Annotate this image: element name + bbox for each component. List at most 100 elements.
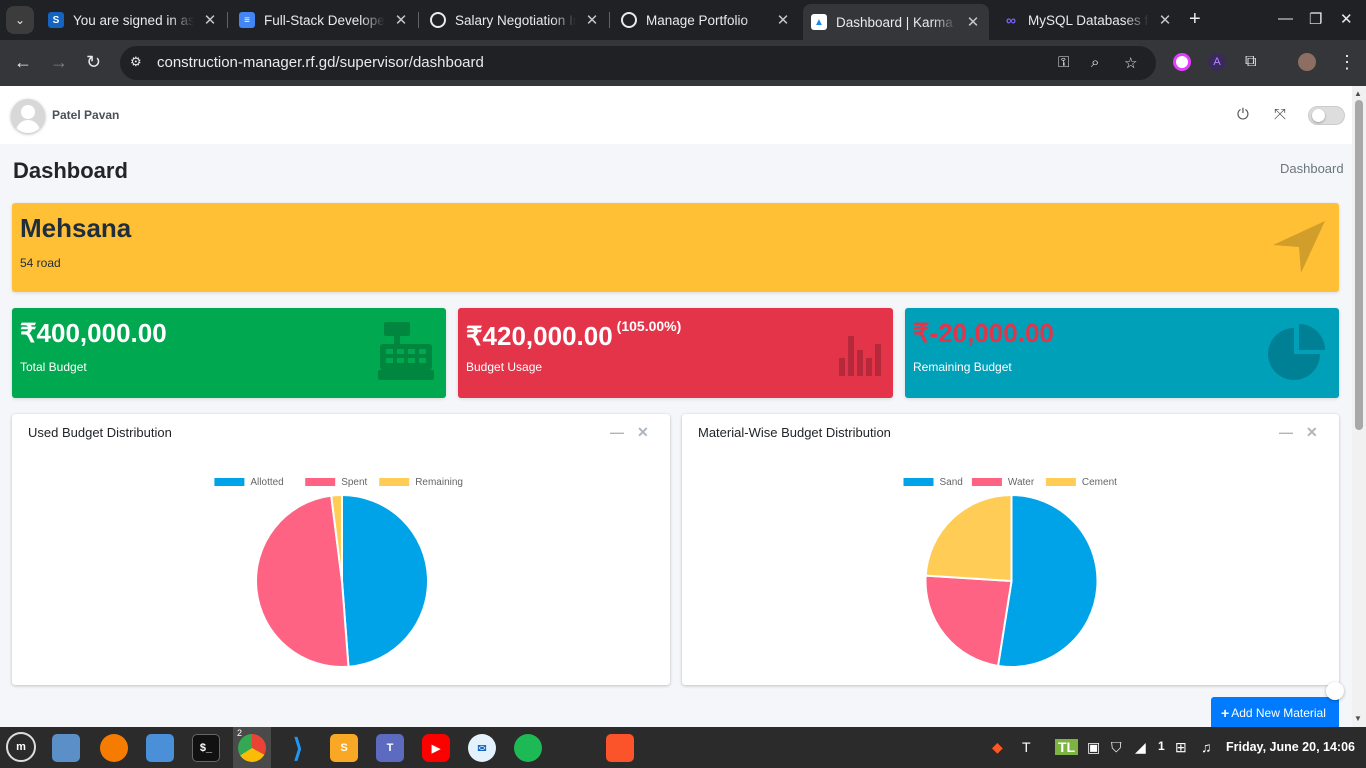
- network-icon[interactable]: ⊞: [1175, 739, 1187, 755]
- tab-search-button[interactable]: ⌄: [6, 6, 34, 34]
- pie-slice-sand[interactable]: [996, 493, 1099, 668]
- forward-icon[interactable]: →: [50, 52, 68, 72]
- new-tab-button[interactable]: +: [1189, 8, 1201, 30]
- browser-tab-strip: ⌄ S You are signed in as ✕ ≡ Full-Stack …: [0, 0, 1366, 40]
- close-icon[interactable]: ✕: [585, 12, 599, 29]
- legend-item[interactable]: Allotted: [214, 477, 284, 488]
- breadcrumb[interactable]: Dashboard: [1280, 161, 1344, 176]
- youtube-icon[interactable]: ▶: [422, 734, 450, 762]
- url-text[interactable]: construction-manager.rf.gd/supervisor/da…: [157, 54, 484, 71]
- chrome-icon[interactable]: [238, 734, 266, 762]
- folder-icon[interactable]: [146, 734, 174, 762]
- legend-item[interactable]: Spent: [305, 477, 368, 488]
- profile-avatar[interactable]: [1298, 53, 1316, 71]
- tab-dashboard[interactable]: ▲ Dashboard | Karma I ✕: [803, 4, 989, 40]
- page-title: Dashboard: [13, 158, 128, 183]
- tab-manage-portfolio[interactable]: Manage Portfolio ✕: [613, 6, 799, 34]
- mail-icon[interactable]: ✉: [468, 734, 496, 762]
- legend-label: Allotted: [250, 477, 283, 488]
- pie-slice-cement[interactable]: [924, 493, 1013, 583]
- close-icon[interactable]: ✕: [776, 12, 790, 29]
- scroll-down-icon[interactable]: ▼: [1354, 714, 1362, 723]
- close-icon[interactable]: ✕: [203, 12, 217, 29]
- tl-tray-icon[interactable]: TL: [1055, 739, 1079, 755]
- site-name: Mehsana: [20, 213, 132, 243]
- teams-icon[interactable]: T: [376, 734, 404, 762]
- key-icon[interactable]: ⚿: [1058, 54, 1070, 71]
- collapse-icon[interactable]: —: [610, 424, 624, 440]
- firefox-icon[interactable]: [100, 734, 128, 762]
- pie-slice-spent[interactable]: [255, 494, 350, 668]
- s-icon: S: [48, 12, 64, 28]
- pie-slice-remaining[interactable]: [330, 493, 343, 582]
- legend-item[interactable]: Remaining: [379, 477, 463, 488]
- collapse-icon[interactable]: —: [1279, 424, 1293, 440]
- scroll-up-icon[interactable]: ▲: [1354, 89, 1362, 98]
- tab-salary[interactable]: Salary Negotiation In ✕: [422, 6, 608, 34]
- remove-icon[interactable]: ✕: [1306, 424, 1318, 440]
- material-budget-card: Material-Wise Budget Distribution — ✕ Sa…: [682, 414, 1339, 685]
- tab-signed-in[interactable]: S You are signed in as ✕: [40, 6, 226, 34]
- mint-menu-icon[interactable]: m: [6, 732, 36, 762]
- legend-item[interactable]: Sand: [903, 477, 963, 488]
- terminal-icon[interactable]: $_: [192, 734, 220, 762]
- clipboard-icon[interactable]: ▣: [1087, 739, 1101, 755]
- legend-swatch: [305, 478, 336, 486]
- page-viewport: Patel Pavan ⏻ ⤧ Dashboard Dashboard Mehs…: [0, 86, 1352, 727]
- bookmark-star-icon[interactable]: ☆: [1124, 55, 1138, 72]
- page-scrollbar[interactable]: ▲ ▼: [1352, 86, 1366, 727]
- chrome-menu-icon[interactable]: ⋮: [1338, 52, 1356, 72]
- restore-icon[interactable]: ❐: [1309, 11, 1323, 28]
- files-icon[interactable]: [52, 734, 80, 762]
- add-new-material-button[interactable]: + Add New Material: [1211, 697, 1339, 727]
- pie-slice-allotted[interactable]: [341, 493, 430, 668]
- budget-usage-box: ₹420,000.00 (105.00%) Budget Usage: [458, 308, 893, 398]
- sound-icon[interactable]: ♫: [1201, 739, 1212, 755]
- legend-label: Water: [1008, 477, 1035, 488]
- extension-a-icon[interactable]: A: [1208, 53, 1226, 71]
- extensions-puzzle-icon[interactable]: ⧉: [1245, 53, 1257, 70]
- address-bar[interactable]: ⚙ construction-manager.rf.gd/supervisor/…: [120, 46, 1156, 80]
- fullscreen-icon[interactable]: ⤧: [1274, 106, 1287, 123]
- brave-icon[interactable]: [606, 734, 634, 762]
- power-icon[interactable]: ⏻: [1237, 106, 1249, 123]
- add-material-label: Add New Material: [1231, 706, 1326, 720]
- close-window-icon[interactable]: ✕: [1340, 11, 1353, 28]
- close-icon[interactable]: ✕: [966, 14, 980, 31]
- legend-swatch: [1045, 478, 1076, 486]
- close-icon[interactable]: ✕: [1158, 12, 1172, 29]
- clock[interactable]: Friday, June 20, 14:06: [1226, 740, 1355, 754]
- docs-icon: ≡: [239, 12, 255, 28]
- total-budget-value: ₹400,000.00: [20, 318, 167, 348]
- minimize-icon[interactable]: —: [1278, 10, 1293, 27]
- legend-item[interactable]: Cement: [1045, 477, 1117, 488]
- user-avatar[interactable]: [11, 99, 45, 133]
- legend-item[interactable]: Water: [971, 477, 1035, 488]
- close-icon[interactable]: ✕: [394, 12, 408, 29]
- sublime-icon[interactable]: S: [330, 734, 358, 762]
- back-icon[interactable]: ←: [14, 52, 32, 72]
- theme-toggle[interactable]: [1308, 106, 1345, 125]
- chrome-window-count: 2: [237, 728, 243, 738]
- remaining-budget-label: Remaining Budget: [913, 360, 1012, 374]
- user-name[interactable]: Patel Pavan: [52, 108, 120, 122]
- assistant-float-icon[interactable]: [1326, 682, 1344, 700]
- reload-icon[interactable]: ↻: [86, 52, 102, 72]
- tab-mysql[interactable]: ∞ MySQL Databases fo ✕: [995, 6, 1181, 34]
- extension-color-icon[interactable]: [1173, 53, 1191, 71]
- site-info-icon[interactable]: ⚙: [130, 54, 142, 69]
- legend-label: Spent: [341, 477, 367, 488]
- scroll-thumb[interactable]: [1355, 100, 1363, 430]
- zoom-icon[interactable]: ⌕: [1091, 54, 1100, 71]
- notification-icon[interactable]: ◢: [1135, 739, 1146, 755]
- infinity-icon: ∞: [1006, 12, 1016, 28]
- tab-full-stack[interactable]: ≡ Full-Stack Developer ✕: [231, 6, 417, 34]
- shield-icon[interactable]: ⛉: [1111, 739, 1122, 755]
- tab-title: MySQL Databases fo: [1028, 12, 1149, 28]
- teams-tray-icon[interactable]: T: [1022, 739, 1031, 755]
- spotify-icon[interactable]: [514, 734, 542, 762]
- pie-slice-water[interactable]: [924, 574, 1013, 668]
- remove-icon[interactable]: ✕: [637, 424, 649, 440]
- anydesk-icon[interactable]: ◆: [992, 739, 1003, 755]
- vscode-icon[interactable]: ⟩: [292, 732, 304, 763]
